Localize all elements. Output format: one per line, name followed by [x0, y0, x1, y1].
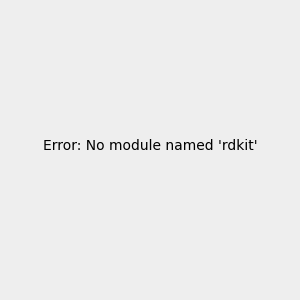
Text: Error: No module named 'rdkit': Error: No module named 'rdkit'	[43, 139, 257, 153]
